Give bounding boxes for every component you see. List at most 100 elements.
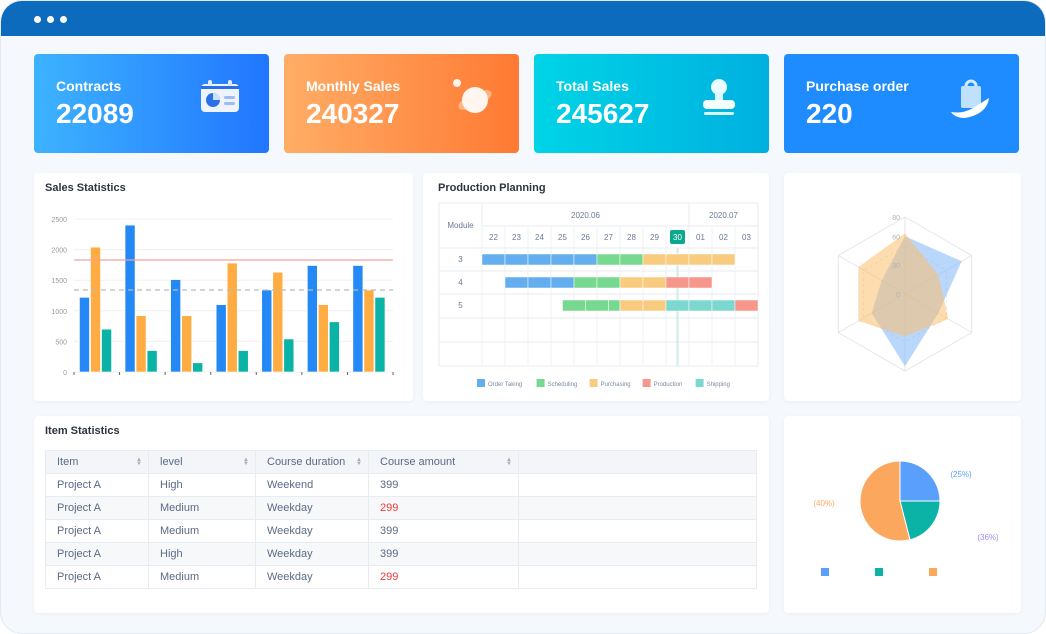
table-row[interactable]: Project A High Weekday 399 [45,542,757,566]
window-control-dot[interactable] [47,16,54,23]
bar [374,297,386,373]
table-cell: Medium [148,519,256,543]
day-label: 02 [719,233,728,242]
gantt-bar [688,299,713,312]
pie-slice [859,460,911,542]
stat-card-purchase-order[interactable]: Purchase order 220 [784,54,1019,153]
day-label: 01 [696,233,705,242]
column-label: Course duration [267,456,346,468]
radar-tick-label: 30 [892,263,900,270]
day-label: 03 [742,233,751,242]
bar [215,304,227,373]
module-label: 5 [458,301,463,310]
gantt-bar [527,276,552,289]
gantt-bar [665,276,690,289]
column-header[interactable]: Item ▲ ▼ [45,450,149,474]
column-label: level [160,456,183,468]
pie-label: (25%) [950,470,972,479]
radar-tick-label: 80 [892,215,900,222]
table-row[interactable]: Project A Medium Weekday 299 [45,496,757,520]
table-cell [518,519,757,543]
stat-card-contracts[interactable]: Contracts 22089 [34,54,269,153]
column-header-empty [518,450,757,474]
table-cell: Project A [45,519,149,543]
table-cell: Weekend [255,473,369,497]
y-tick-label: 1500 [51,278,67,285]
stat-card-monthly-sales[interactable]: Monthly Sales 240327 [284,54,519,153]
bar [79,297,90,373]
table-cell [518,496,757,520]
item-table: Item ▲ ▼ level ▲ ▼ Course duration ▲ ▼ Course amo… [45,450,757,589]
bar [101,328,112,373]
stat-card-total-sales[interactable]: Total Sales 245627 [534,54,769,153]
table-cell: Project A [45,565,149,589]
gantt-bar [619,253,644,266]
bar [226,262,238,373]
title-bar [1,1,1045,36]
table-cell: Project A [45,473,149,497]
sort-icon[interactable]: ▲ ▼ [356,457,362,467]
radar-panel: 0 30 60 80 [784,173,1021,401]
hand-bag-icon [951,79,989,118]
sort-icon[interactable]: ▲ ▼ [243,457,249,467]
gantt-bar [619,276,644,289]
bar [90,246,101,373]
column-header[interactable]: Course duration ▲ ▼ [255,450,369,474]
gantt-frame [438,202,759,367]
gantt-bar [562,299,586,312]
gantt-bar [711,299,736,312]
module-label: 4 [458,278,463,287]
y-tick-label: 1000 [51,309,67,316]
table-cell: 299 [368,496,519,520]
y-tick-label: 0 [63,370,67,377]
legend-swatch [477,379,485,387]
gantt-bar [596,253,621,266]
day-label: 25 [558,233,567,242]
sort-icon[interactable]: ▲ ▼ [136,457,142,467]
gantt-bar [688,253,713,266]
window-control-dot[interactable] [60,16,67,23]
sort-icon[interactable]: ▲ ▼ [506,457,512,467]
day-label: 26 [581,233,590,242]
gantt-bar [688,276,713,289]
legend-swatch [695,379,704,387]
bar [272,271,284,373]
bar [135,315,147,373]
radar-area [858,233,949,337]
legend-swatch [589,379,598,387]
legend-label: Order Taking [488,382,522,388]
month-label: 2020.07 [709,211,738,220]
gantt-bar [665,299,690,312]
gantt-bar [642,299,667,312]
table-cell: Project A [45,542,149,566]
gantt-bar [642,276,667,289]
column-header[interactable]: Course amount ▲ ▼ [368,450,519,474]
table-cell [518,565,757,589]
legend-label: Shipping [707,382,730,388]
table-cell: Weekday [255,496,369,520]
table-cell: High [148,542,256,566]
table-row[interactable]: Project A High Weekend 399 [45,473,757,497]
table-cell: 399 [368,542,519,566]
day-label: 30 [673,233,682,242]
panel-title: Sales Statistics [45,182,126,194]
planet-icon [453,79,492,113]
bar [329,321,340,373]
bar [352,265,364,373]
day-label: 27 [604,233,613,242]
bar [181,315,192,373]
radar-tick-label: 0 [896,292,900,299]
stat-label: Contracts [56,78,122,94]
day-label: 28 [627,233,636,242]
stat-value: 22089 [56,98,134,129]
item-statistics-panel: Item Statistics Item ▲ ▼ level ▲ ▼ Course dura… [34,416,769,613]
pie-slice [899,460,941,502]
gantt-bar [504,276,529,289]
table-row[interactable]: Project A Medium Weekday 299 [45,565,757,589]
day-label: 24 [535,233,544,242]
bar [318,304,329,373]
table-row[interactable]: Project A Medium Weekday 399 [45,519,757,543]
column-header[interactable]: level ▲ ▼ [148,450,256,474]
module-label: 3 [458,255,463,264]
window-control-dot[interactable] [34,16,41,23]
